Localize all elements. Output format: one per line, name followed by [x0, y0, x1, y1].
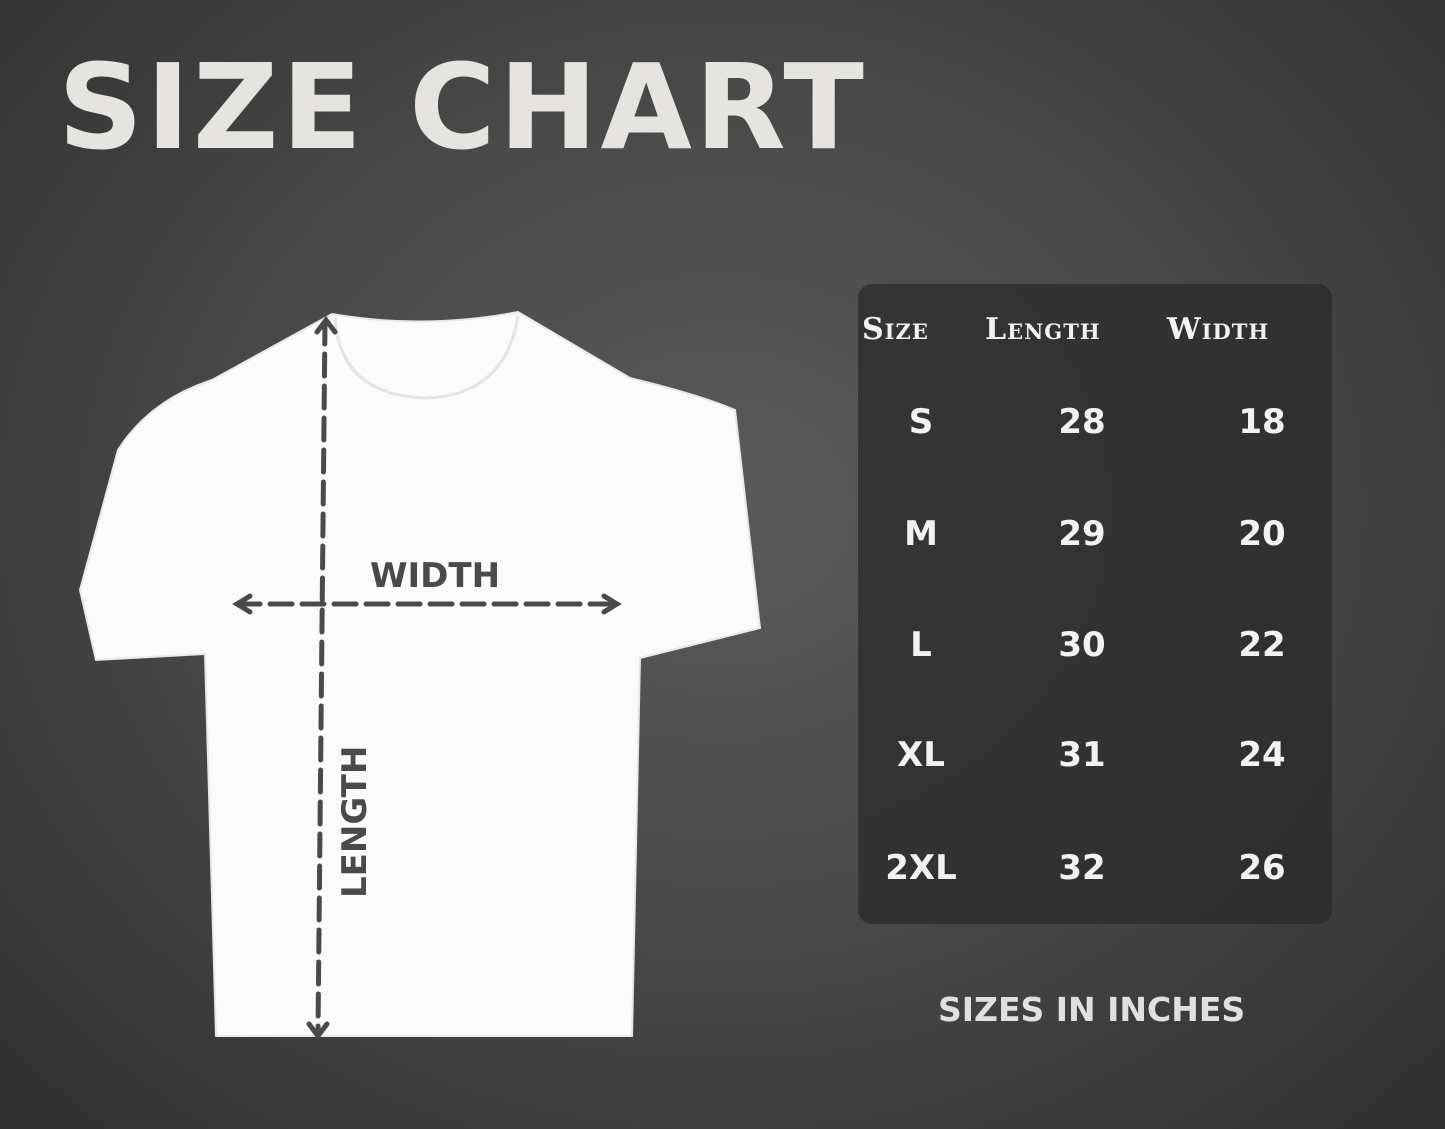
- size-cell: XL: [897, 735, 945, 775]
- size-cell: S: [908, 402, 934, 442]
- length-cell: 28: [1058, 402, 1106, 442]
- length-arrow-top-icon: [314, 315, 338, 335]
- size-table-panel: [858, 284, 1332, 924]
- width-cell: 24: [1238, 735, 1286, 775]
- width-arrow-left-icon: [232, 593, 253, 615]
- width-cell: 26: [1238, 848, 1286, 888]
- width-label: WIDTH: [370, 556, 500, 596]
- width-cell: 18: [1238, 402, 1286, 442]
- length-cell: 32: [1058, 848, 1106, 888]
- width-cell: 20: [1238, 514, 1286, 554]
- length-label: LENGTH: [335, 746, 375, 898]
- units-note: SIZES IN INCHES: [938, 990, 1246, 1029]
- collar: [333, 315, 520, 400]
- width-cell: 22: [1238, 625, 1286, 665]
- length-cell: 31: [1058, 735, 1106, 775]
- size-cell: 2XL: [885, 848, 957, 888]
- header-width: Width: [1167, 312, 1270, 347]
- width-arrow-right-icon: [601, 593, 622, 615]
- header-length: Length: [985, 312, 1101, 347]
- size-cell: M: [904, 514, 938, 554]
- tshirt-diagram: WIDTH LENGTH: [78, 310, 762, 1041]
- header-size: Size: [862, 312, 929, 347]
- size-cell: L: [910, 625, 932, 665]
- length-dashed-line: [315, 319, 328, 1035]
- length-cell: 29: [1058, 514, 1106, 554]
- length-arrow-bottom-icon: [306, 1021, 330, 1041]
- tshirt-shape: [78, 310, 762, 1037]
- page-title: SIZE CHART: [58, 38, 867, 176]
- length-cell: 30: [1058, 625, 1106, 665]
